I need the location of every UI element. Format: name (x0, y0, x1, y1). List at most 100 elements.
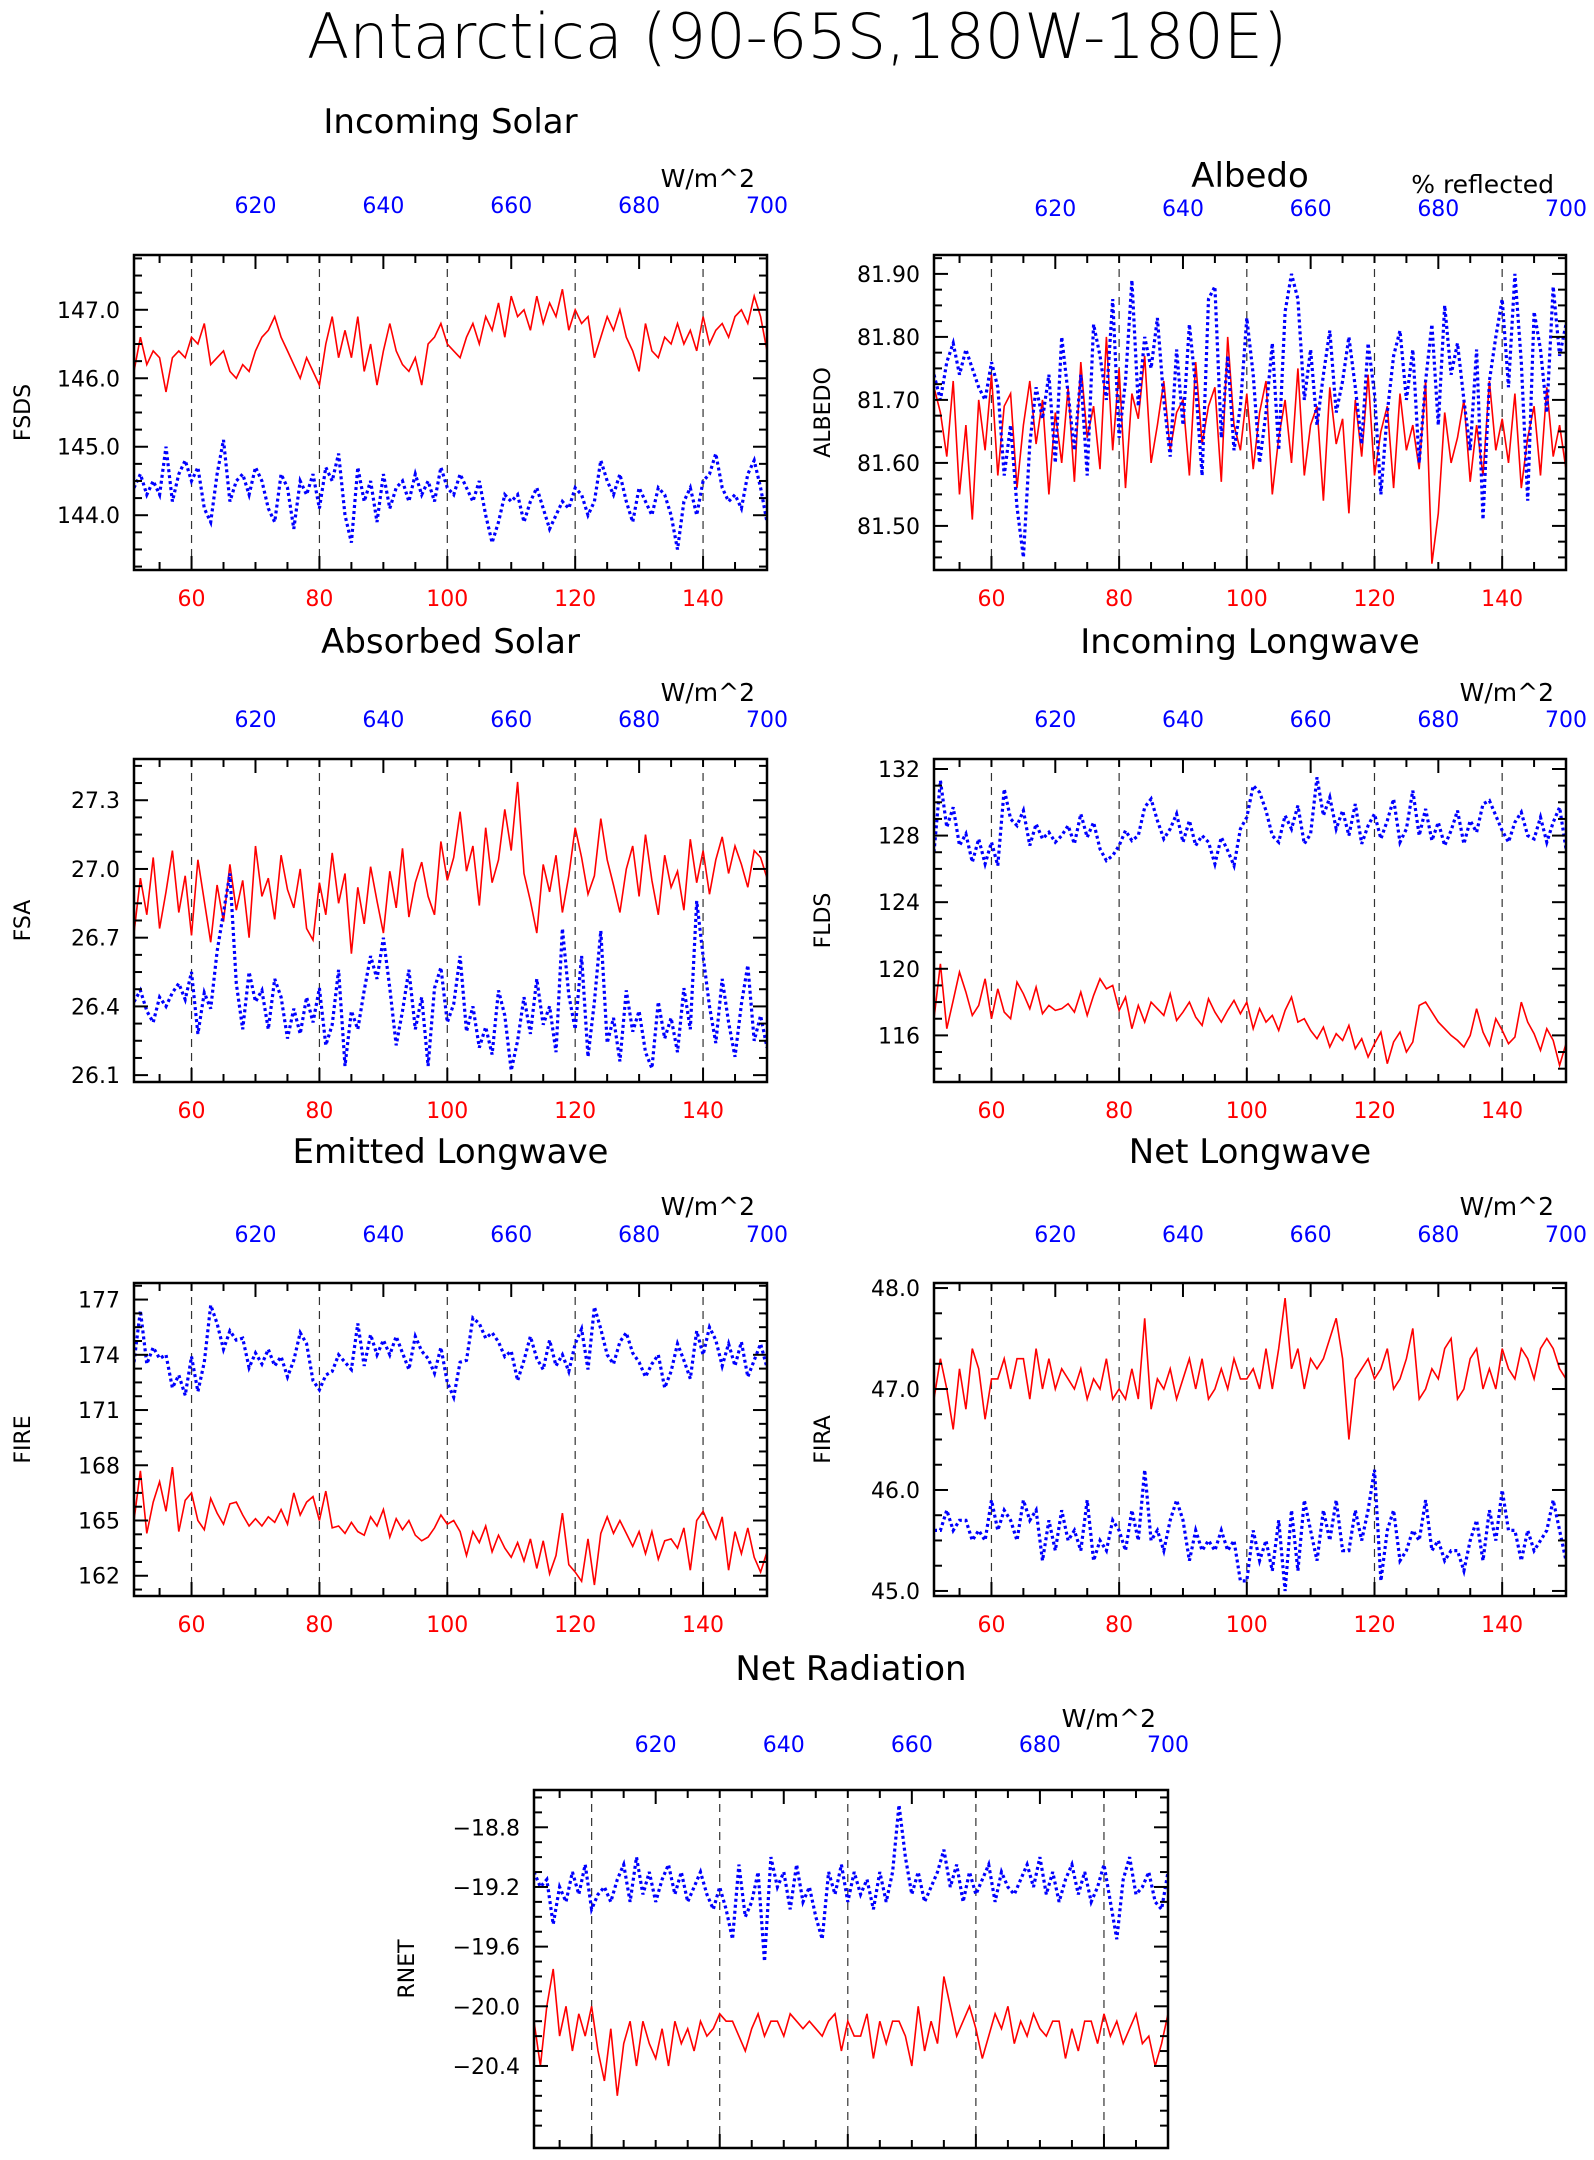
x-tick-label: 140 (682, 1613, 724, 1638)
x2-tick-label: 660 (490, 1223, 532, 1248)
units-label: W/m^2 (661, 1192, 755, 1221)
units-label: W/m^2 (661, 678, 755, 707)
y-axis-label: FIRE (11, 1415, 36, 1463)
x2-tick-label: 620 (1034, 1223, 1076, 1248)
series-line-red (134, 289, 767, 393)
x2-tick-label: 640 (1162, 708, 1204, 733)
y-tick-label: 26.1 (71, 1064, 120, 1089)
units-label: W/m^2 (661, 164, 755, 193)
x-tick-label: 120 (1353, 587, 1395, 612)
y-tick-label: 26.4 (71, 995, 120, 1020)
x2-tick-label: 680 (1417, 708, 1459, 733)
x2-tick-label: 700 (1545, 197, 1587, 222)
y-tick-label: −19.6 (453, 1936, 520, 1961)
x2-tick-label: 640 (1162, 197, 1204, 222)
panel-title: Incoming Longwave (1080, 622, 1420, 662)
x-tick-label: 120 (1353, 1099, 1395, 1124)
y-tick-label: 81.50 (857, 515, 920, 540)
y-tick-label: 171 (78, 1399, 120, 1424)
x-tick-label: 120 (554, 587, 596, 612)
panel-3: Absorbed Solar W/m^2 60 80 100 120 140 620 640 66… (11, 622, 788, 1124)
x-tick-label: 60 (977, 1613, 1005, 1638)
y-axis-label: FIRA (811, 1415, 836, 1464)
y-axis-label: FSA (11, 900, 36, 942)
panel-4: Incoming Longwave W/m^2 60 80 100 120 140 620 64… (811, 622, 1587, 1124)
y-tick-label: 46.0 (871, 1479, 920, 1504)
series-line-blue (134, 439, 767, 550)
series-line-red (134, 1466, 767, 1586)
y-tick-label: 168 (78, 1454, 120, 1479)
series-line-blue (134, 1304, 767, 1403)
x2-tick-label: 700 (746, 708, 788, 733)
series-line-blue (134, 873, 767, 1071)
x2-tick-label: 700 (1545, 708, 1587, 733)
y-axis-label: ALBEDO (811, 367, 836, 458)
panel-title: Net Radiation (735, 1649, 966, 1689)
y-tick-label: 27.0 (71, 858, 120, 883)
x-tick-label: 100 (426, 1099, 468, 1124)
x2-tick-label: 680 (618, 708, 660, 733)
panel-2: Albedo % reflected 60 80 100 120 140 620 640 660 6… (811, 156, 1587, 612)
x2-tick-label: 640 (763, 1733, 805, 1758)
series-line-red (134, 781, 767, 954)
x2-tick-label: 660 (1290, 1223, 1332, 1248)
x2-tick-label: 660 (1290, 197, 1332, 222)
x-tick-label: 80 (305, 1099, 333, 1124)
x2-tick-label: 620 (234, 1223, 276, 1248)
x2-tick-label: 700 (1545, 1223, 1587, 1248)
x2-tick-label: 660 (490, 708, 532, 733)
x-tick-label: 80 (305, 1613, 333, 1638)
x2-tick-label: 620 (234, 708, 276, 733)
x2-tick-label: 680 (618, 194, 660, 219)
y-tick-label: 146.0 (57, 367, 120, 392)
panel-title: Emitted Longwave (293, 1132, 609, 1172)
y-tick-label: 147.0 (57, 299, 120, 324)
series-line-blue (534, 1804, 1168, 1962)
y-tick-label: 128 (878, 825, 920, 850)
x-tick-label: 100 (426, 587, 468, 612)
x-tick-label: 140 (1481, 587, 1523, 612)
x2-tick-label: 640 (1162, 1223, 1204, 1248)
x-tick-label: 80 (1105, 1099, 1133, 1124)
units-label: % reflected (1411, 170, 1554, 199)
x2-tick-label: 660 (490, 194, 532, 219)
x2-tick-label: 660 (891, 1733, 933, 1758)
panel-6: Net Longwave W/m^2 60 80 100 120 140 620 640 660 6… (811, 1132, 1587, 1638)
x-tick-label: 80 (305, 587, 333, 612)
plot-frame (532, 1788, 1170, 2150)
y-tick-label: −20.0 (453, 1995, 520, 2020)
series-line-red (934, 1297, 1566, 1440)
series-line-blue (934, 1469, 1566, 1592)
panel-1: Incoming Solar W/m^2 60 80 100 120 140 620 640 66… (11, 102, 788, 612)
series-line-blue (934, 273, 1566, 558)
x2-tick-label: 620 (234, 194, 276, 219)
page-title: Antarctica (90-65S,180W-180E) (307, 0, 1287, 73)
x-tick-label: 100 (426, 1613, 468, 1638)
plot-frame (132, 757, 769, 1084)
series-line-red (934, 336, 1566, 564)
units-label: W/m^2 (1460, 1192, 1554, 1221)
series-line-red (534, 1968, 1168, 2096)
x2-tick-label: 680 (1417, 1223, 1459, 1248)
y-tick-label: 27.3 (71, 789, 120, 814)
y-axis-label: FLDS (811, 893, 836, 949)
plot-frame (132, 1281, 769, 1598)
y-tick-label: −20.4 (453, 2055, 520, 2080)
x-tick-label: 60 (977, 587, 1005, 612)
y-tick-label: −19.2 (453, 1876, 520, 1901)
x2-tick-label: 620 (1034, 708, 1076, 733)
y-tick-label: 116 (878, 1024, 920, 1049)
units-label: W/m^2 (1460, 678, 1554, 707)
x2-tick-label: 640 (362, 1223, 404, 1248)
y-tick-label: 162 (78, 1565, 120, 1590)
y-tick-label: 120 (878, 958, 920, 983)
y-axis-label: FSDS (11, 384, 36, 441)
x-tick-label: 60 (178, 587, 206, 612)
x-tick-label: 120 (554, 1099, 596, 1124)
y-tick-label: 81.90 (857, 263, 920, 288)
y-tick-label: 48.0 (871, 1277, 920, 1302)
y-tick-label: 145.0 (57, 436, 120, 461)
x2-tick-label: 640 (362, 194, 404, 219)
x-tick-label: 60 (977, 1099, 1005, 1124)
